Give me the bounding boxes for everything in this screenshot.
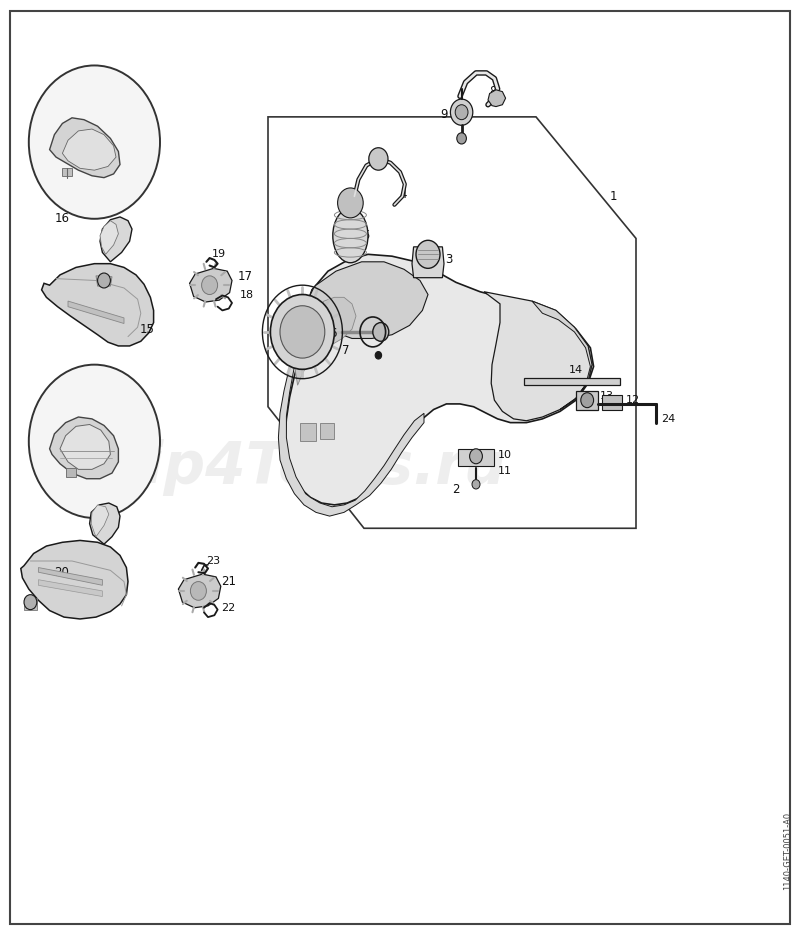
- Circle shape: [369, 148, 388, 170]
- Text: 23: 23: [206, 556, 221, 566]
- Text: 7: 7: [342, 344, 350, 357]
- Polygon shape: [96, 276, 112, 286]
- Polygon shape: [100, 221, 118, 254]
- Polygon shape: [294, 297, 356, 385]
- Polygon shape: [532, 301, 592, 410]
- Text: 12: 12: [626, 396, 640, 405]
- Circle shape: [450, 99, 473, 125]
- Circle shape: [470, 449, 482, 464]
- Circle shape: [416, 240, 440, 268]
- Circle shape: [455, 105, 468, 120]
- Text: 13: 13: [600, 392, 614, 401]
- Polygon shape: [100, 217, 132, 262]
- Text: 11: 11: [498, 467, 512, 476]
- Text: 8: 8: [490, 85, 497, 98]
- Polygon shape: [412, 247, 444, 278]
- Text: 16: 16: [54, 212, 70, 225]
- Polygon shape: [524, 378, 620, 385]
- Polygon shape: [488, 90, 506, 107]
- Text: 24: 24: [661, 414, 675, 424]
- Polygon shape: [576, 391, 598, 410]
- Text: 9: 9: [441, 108, 448, 121]
- Polygon shape: [38, 568, 102, 585]
- Text: 2: 2: [452, 483, 459, 496]
- Polygon shape: [42, 264, 154, 346]
- Circle shape: [373, 323, 389, 341]
- Polygon shape: [66, 468, 76, 477]
- Text: 19: 19: [212, 250, 226, 259]
- Polygon shape: [68, 301, 124, 324]
- Polygon shape: [178, 574, 221, 608]
- Circle shape: [270, 295, 334, 369]
- Circle shape: [98, 273, 110, 288]
- Polygon shape: [484, 292, 592, 421]
- Circle shape: [202, 276, 218, 295]
- Text: 17: 17: [238, 270, 253, 283]
- Text: 1: 1: [610, 190, 617, 203]
- Text: 3: 3: [446, 253, 453, 266]
- Circle shape: [375, 352, 382, 359]
- Polygon shape: [285, 254, 594, 505]
- Polygon shape: [90, 503, 120, 544]
- Polygon shape: [50, 118, 120, 178]
- Text: 21: 21: [221, 575, 236, 588]
- Polygon shape: [62, 168, 72, 176]
- Polygon shape: [278, 285, 424, 516]
- Text: Zip4Tools.ru: Zip4Tools.ru: [102, 439, 506, 496]
- Circle shape: [457, 133, 466, 144]
- Polygon shape: [38, 580, 102, 597]
- Circle shape: [338, 188, 363, 218]
- Text: 20: 20: [54, 566, 70, 579]
- Ellipse shape: [333, 209, 368, 263]
- Polygon shape: [300, 423, 316, 441]
- Circle shape: [24, 595, 37, 610]
- Circle shape: [29, 365, 160, 518]
- Text: 22: 22: [221, 603, 235, 612]
- Polygon shape: [60, 424, 110, 469]
- Polygon shape: [50, 417, 118, 479]
- Polygon shape: [190, 268, 232, 302]
- Circle shape: [581, 393, 594, 408]
- Circle shape: [280, 306, 325, 358]
- Polygon shape: [21, 540, 128, 619]
- Circle shape: [29, 65, 160, 219]
- Polygon shape: [62, 129, 116, 170]
- Text: 1140-GET-0051-A0: 1140-GET-0051-A0: [782, 812, 792, 890]
- Text: 4: 4: [399, 188, 406, 201]
- Polygon shape: [458, 449, 494, 466]
- Text: 18: 18: [240, 290, 254, 299]
- Polygon shape: [24, 598, 37, 610]
- Text: 5: 5: [362, 229, 370, 242]
- Polygon shape: [310, 262, 428, 338]
- Text: 6: 6: [330, 327, 337, 340]
- Text: 10: 10: [498, 451, 512, 460]
- Polygon shape: [91, 505, 109, 537]
- Polygon shape: [320, 423, 334, 439]
- Text: 14: 14: [569, 366, 583, 375]
- Text: 15: 15: [140, 323, 155, 336]
- Circle shape: [472, 480, 480, 489]
- Polygon shape: [602, 395, 622, 410]
- Circle shape: [190, 582, 206, 600]
